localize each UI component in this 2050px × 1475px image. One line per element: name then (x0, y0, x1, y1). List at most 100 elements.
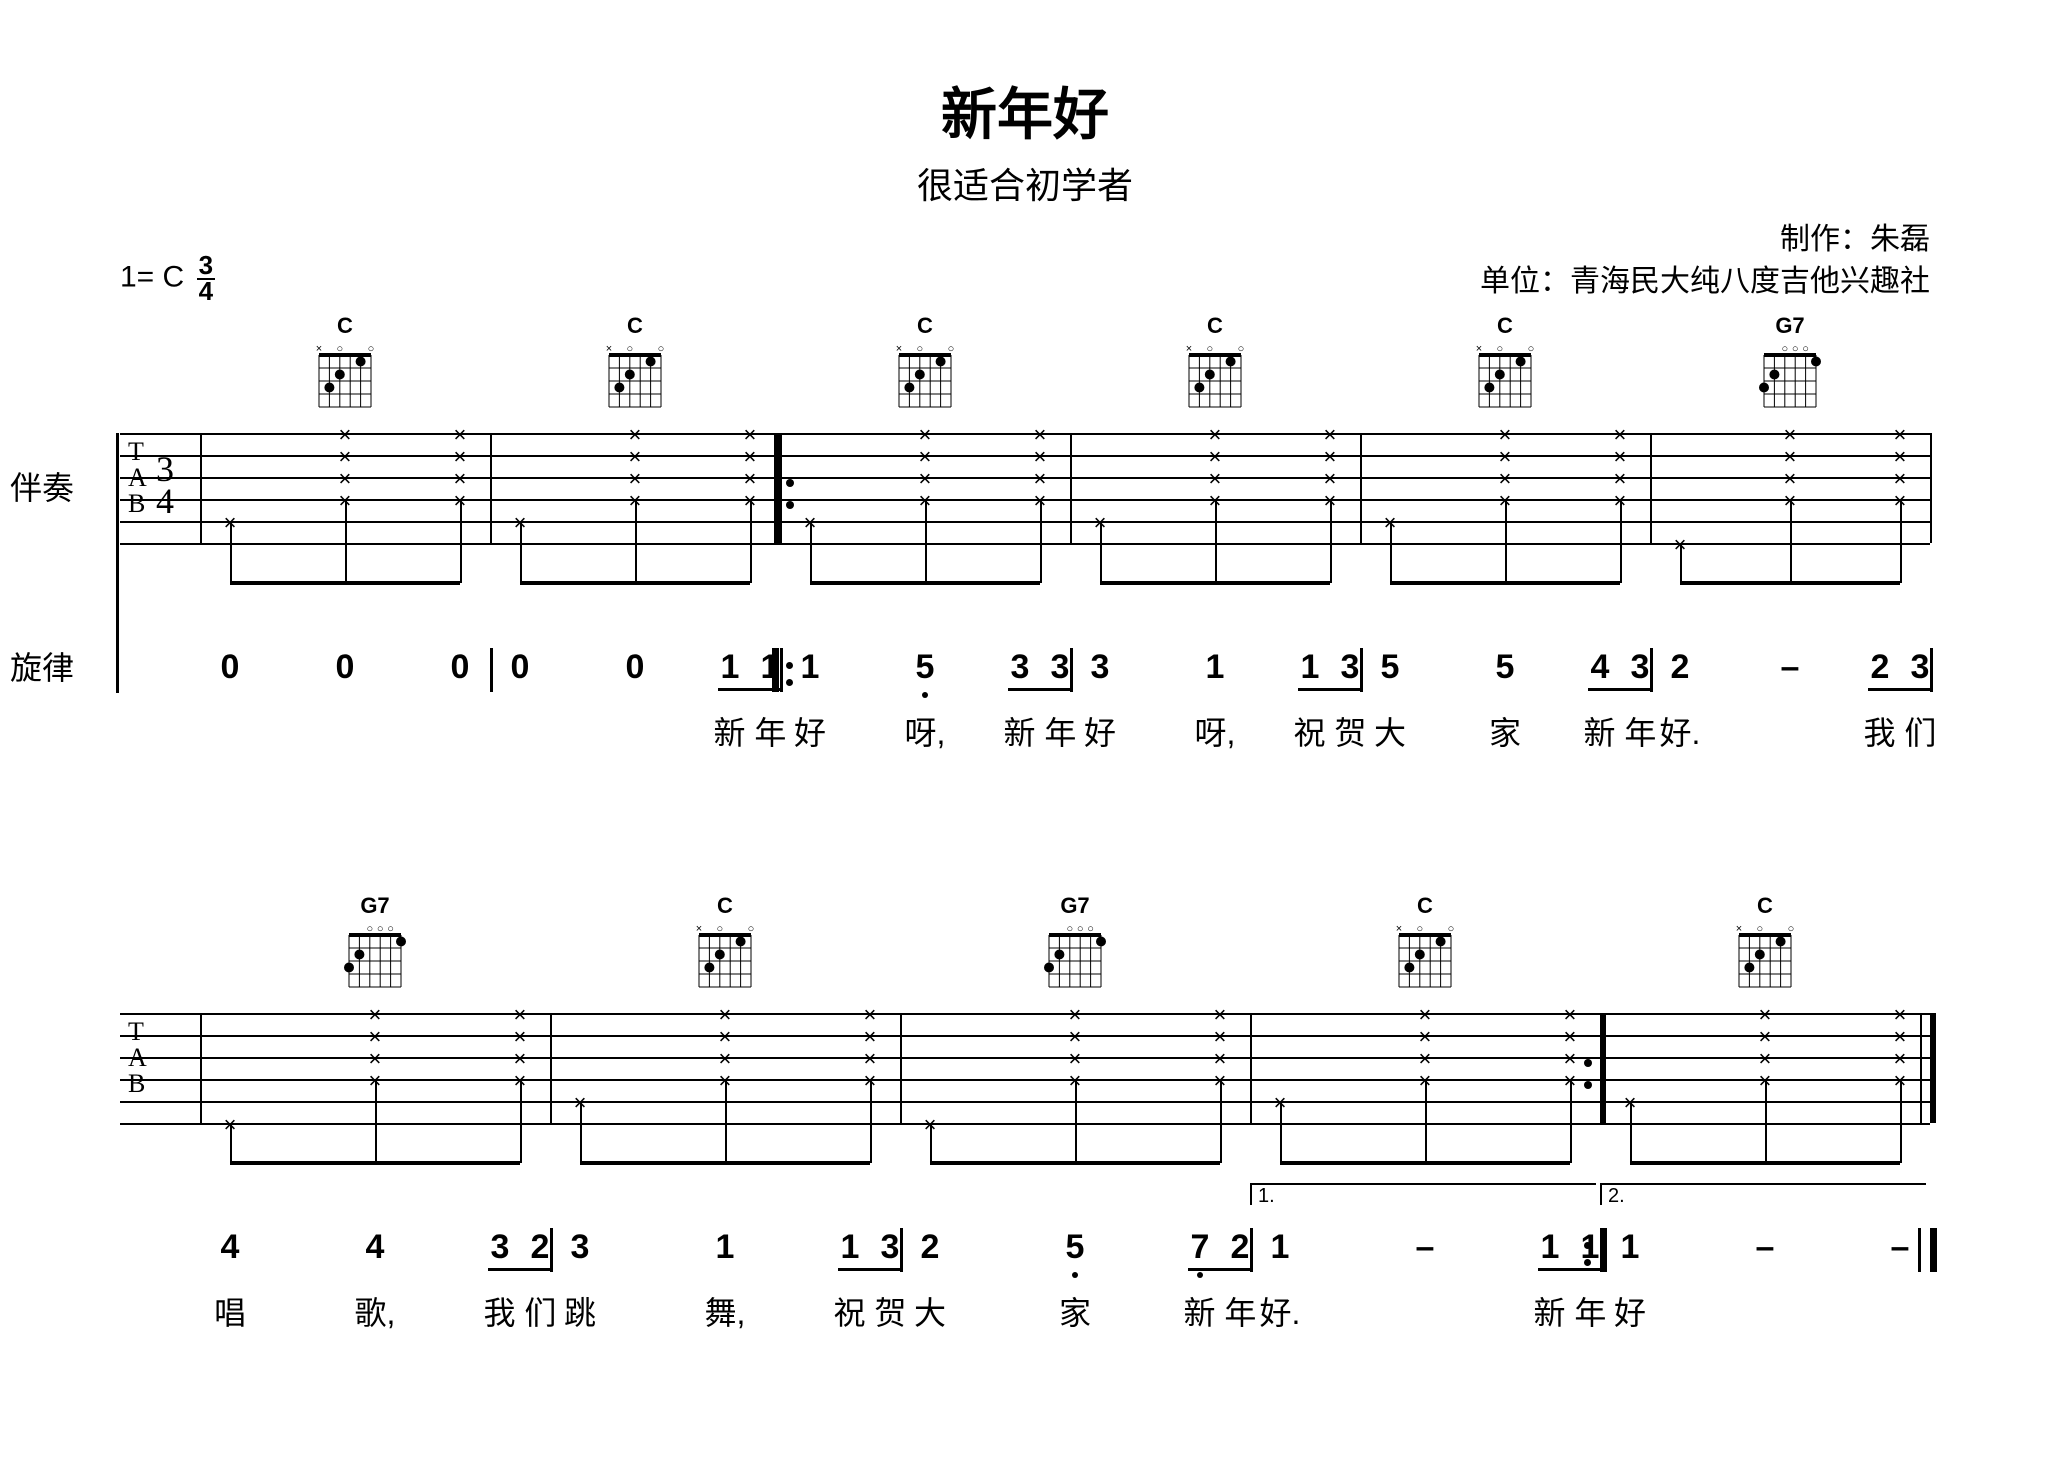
svg-text:×: × (696, 923, 702, 935)
lyric: 新 年 (714, 708, 787, 754)
tab-label: TAB (128, 439, 147, 517)
svg-text:×: × (606, 343, 612, 355)
note: 3 (881, 1228, 900, 1267)
svg-text:○: ○ (1416, 923, 1423, 935)
left-brace (116, 433, 119, 693)
volta-bracket: 2. (1600, 1183, 1926, 1205)
note: 1 (761, 648, 780, 687)
lyric: 呀, (905, 708, 946, 754)
system-1: 伴奏 旋律 C×○○C×○○C×○○C×○○C×○○G7○○○ TAB34×××… (120, 313, 1930, 853)
chord-name: C (1390, 893, 1460, 919)
lyric: 祝 贺 (1294, 708, 1367, 754)
lyric: 新 年 (1534, 1288, 1607, 1334)
note: 3 (1341, 648, 1360, 687)
chord-diagram: C × ○ ○ (1470, 313, 1540, 416)
lyric: 大 (1374, 708, 1406, 754)
number-notation: 00000111533311355432–23 (120, 648, 1930, 708)
lyric: 新 年 (1004, 708, 1077, 754)
note: 0 (336, 648, 355, 687)
note: 1 (801, 648, 820, 687)
chord-name: C (690, 893, 760, 919)
note: – (1781, 648, 1800, 687)
note: 5 (1496, 648, 1515, 687)
lyric: 我 们 (1864, 708, 1937, 754)
note: 1 (721, 648, 740, 687)
svg-text:○: ○ (1087, 923, 1094, 935)
svg-text:○: ○ (1077, 923, 1084, 935)
chord-diagram: C×○○ (890, 313, 960, 416)
svg-text:○: ○ (948, 343, 955, 355)
note: 1 (1541, 1228, 1560, 1267)
note: – (1891, 1228, 1910, 1267)
lyric: 大 (914, 1288, 946, 1334)
lyric: 家 (1059, 1288, 1091, 1334)
chord-name: G7 (340, 893, 410, 919)
system-2: G7○○○C×○○G7○○○C×○○C×○○ TAB××××××××××××××… (120, 893, 1930, 1433)
time-den: 4 (199, 280, 213, 303)
note: 1 (716, 1228, 735, 1267)
note: 0 (221, 648, 240, 687)
key-sig: 1= C 3 4 (120, 254, 215, 303)
chord-name: C (890, 313, 960, 339)
lyric: 好 (794, 708, 826, 754)
svg-text:○: ○ (1528, 343, 1535, 355)
svg-text:×: × (1396, 923, 1402, 935)
lyric: 呀, (1195, 708, 1236, 754)
note: 4 (221, 1228, 240, 1267)
svg-text:×: × (1186, 343, 1192, 355)
svg-text:○: ○ (1496, 343, 1503, 355)
chord-name: C (600, 313, 670, 339)
svg-text:○: ○ (716, 923, 723, 935)
lyric: 好. (1660, 708, 1701, 754)
svg-text:○: ○ (336, 343, 343, 355)
lyric: 家 (1489, 708, 1521, 754)
chord-name: C (310, 313, 380, 339)
svg-text:○: ○ (377, 923, 384, 935)
lyric: 舞, (705, 1288, 746, 1334)
note: 7 (1191, 1228, 1210, 1267)
credits: 制作：朱磊 单位：青海民大纯八度吉他兴趣社 (1480, 219, 1930, 303)
note: – (1416, 1228, 1435, 1267)
svg-text:○: ○ (368, 343, 375, 355)
svg-text:○: ○ (626, 343, 633, 355)
note: 0 (626, 648, 645, 687)
svg-text:×: × (1736, 923, 1742, 935)
chord-name: C (1470, 313, 1540, 339)
chord-diagram: C×○○ (690, 893, 760, 996)
svg-text:×: × (896, 343, 902, 355)
chord-name: C (1180, 313, 1250, 339)
lyric: 跳 (564, 1288, 596, 1334)
lyric: 好 (1084, 708, 1116, 754)
subtitle: 很适合初学者 (120, 157, 1930, 209)
svg-text:○: ○ (1206, 343, 1213, 355)
chord-diagram: C×○○ (310, 313, 380, 416)
lyric: 好 (1614, 1288, 1646, 1334)
lyric: 好. (1260, 1288, 1301, 1334)
note: 1 (1271, 1228, 1290, 1267)
svg-text:×: × (1476, 343, 1482, 355)
track-label-accomp: 伴奏 (10, 463, 74, 509)
note: 1 (1621, 1228, 1640, 1267)
svg-text:○: ○ (387, 923, 394, 935)
key-text: 1= C (120, 261, 184, 294)
organization: 单位：青海民大纯八度吉他兴趣社 (1480, 261, 1930, 303)
note: 1 (1206, 648, 1225, 687)
svg-text:○: ○ (1238, 343, 1245, 355)
svg-text:○: ○ (1788, 923, 1795, 935)
chord-diagram: G7○○○ (1755, 313, 1825, 416)
svg-text:○: ○ (366, 923, 373, 935)
lyric: 歌, (355, 1288, 396, 1334)
chord-diagram: G7○○○ (340, 893, 410, 996)
note: 3 (1051, 648, 1070, 687)
note: 3 (1631, 648, 1650, 687)
chord-diagram: C×○○ (600, 313, 670, 416)
tab-label: TAB (128, 1019, 147, 1097)
svg-text:○: ○ (1781, 343, 1788, 355)
time-sig-tab: 34 (156, 453, 174, 518)
chord-diagram: C × ○ ○ (1180, 313, 1250, 416)
note: 5 (916, 648, 935, 687)
note: 2 (1871, 648, 1890, 687)
svg-text:○: ○ (1066, 923, 1073, 935)
note: 1 (1581, 1228, 1600, 1267)
note: 0 (511, 648, 530, 687)
